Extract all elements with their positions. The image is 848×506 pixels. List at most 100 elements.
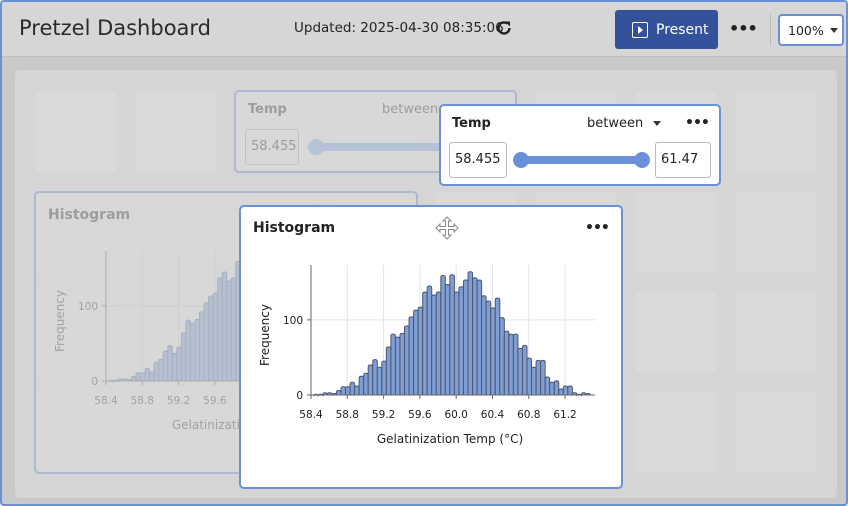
histogram-bar	[358, 375, 365, 395]
histogram-bar	[499, 317, 505, 395]
slider-min-handle[interactable]	[513, 152, 529, 168]
histogram-bar	[413, 309, 419, 395]
zoom-value: 100%	[788, 22, 824, 38]
present-button[interactable]: Present	[615, 10, 718, 49]
histogram-bar	[558, 388, 564, 395]
grid-tile	[736, 192, 816, 272]
histogram-bar	[458, 286, 464, 395]
histogram-bar	[158, 358, 164, 381]
y-axis-label: Frequency	[258, 304, 272, 366]
x-tick-label: 59.2	[167, 395, 190, 407]
page-title: Pretzel Dashboard	[19, 16, 212, 40]
histogram-bar	[144, 367, 151, 381]
slider-track[interactable]	[519, 156, 643, 164]
histogram-card[interactable]: Histogram ••• 58.4 58.8 59.2 59.6 60.0 60.4 60…	[239, 205, 623, 489]
histogram-bar	[549, 381, 555, 395]
histogram-bar	[544, 376, 551, 395]
histogram-bar	[372, 359, 378, 395]
histogram-bar	[435, 291, 442, 395]
histogram-bar	[185, 319, 191, 381]
x-tick-label: 59.6	[408, 409, 432, 421]
histogram-bar	[130, 375, 137, 381]
grid-tile	[36, 92, 116, 172]
histogram-bar	[153, 361, 160, 381]
filter-title: Temp	[452, 116, 491, 131]
histogram-bar	[385, 346, 392, 395]
histogram-bar	[394, 336, 401, 395]
zoom-select[interactable]: 100%	[778, 14, 844, 46]
histogram-bar	[503, 330, 510, 395]
y-tick-label: 0	[296, 390, 303, 402]
x-tick-label: 59.6	[203, 395, 227, 407]
histogram-bar	[208, 295, 214, 381]
histogram-title: Histogram	[253, 220, 336, 236]
histogram-bar	[180, 332, 187, 381]
histogram-bar	[349, 381, 356, 395]
x-tick-label: 61.2	[553, 409, 576, 421]
histogram-bar	[517, 347, 523, 395]
histogram-bar	[449, 274, 455, 395]
histogram-bar	[444, 284, 451, 395]
move-icon[interactable]	[434, 215, 460, 241]
histogram-bar	[199, 311, 205, 381]
more-horizontal-icon[interactable]: •••	[729, 19, 758, 38]
histogram-bar	[422, 291, 428, 395]
grid-tile	[636, 192, 716, 272]
histogram-bar	[167, 345, 173, 381]
histogram-bar	[521, 344, 528, 395]
histogram-bar	[376, 366, 383, 395]
histogram-bar	[472, 277, 478, 395]
more-horizontal-icon[interactable]: •••	[685, 115, 710, 131]
histogram-bar	[176, 346, 182, 381]
histogram-bar	[221, 271, 228, 381]
x-tick-label: 60.4	[481, 409, 505, 421]
operator-select[interactable]: between	[587, 116, 662, 131]
x-tick-label: 58.8	[131, 395, 154, 407]
histogram-bar	[381, 360, 387, 395]
filter-title: Temp	[248, 102, 287, 117]
filter-min-ghost: 58.455	[245, 129, 299, 165]
histogram-bar	[149, 371, 155, 381]
histogram-bar	[404, 325, 410, 395]
play-icon	[632, 21, 648, 38]
histogram-bar	[212, 292, 219, 381]
histogram-bar	[335, 389, 342, 395]
histogram-bar	[426, 285, 433, 395]
histogram-bar	[481, 295, 487, 395]
grid-tile	[636, 292, 716, 372]
histogram-bar	[408, 316, 415, 395]
more-horizontal-icon[interactable]: •••	[585, 220, 610, 236]
histogram-bar	[135, 372, 142, 381]
x-axis-label: Gelatinization Temp (°C)	[377, 432, 523, 446]
refresh-icon[interactable]	[494, 18, 514, 38]
histogram-bar	[345, 386, 351, 395]
histogram-bar	[490, 307, 496, 395]
y-axis-label: Frequency	[53, 290, 67, 352]
filter-min-input[interactable]: 58.455	[449, 142, 507, 178]
histogram-bar	[217, 277, 223, 381]
histogram-bar	[363, 372, 369, 395]
histogram-title: Histogram	[48, 207, 131, 223]
histogram-bar	[194, 318, 201, 381]
filter-max-input[interactable]: 61.47	[655, 142, 711, 178]
histogram-bar	[567, 385, 573, 395]
histogram-bar	[526, 357, 533, 395]
histogram-bar	[562, 385, 569, 395]
histogram-bar	[453, 291, 460, 395]
x-tick-label: 59.2	[372, 409, 395, 421]
histogram-bar	[494, 297, 501, 395]
slider-max-handle[interactable]	[634, 152, 650, 168]
x-tick-label: 58.8	[336, 409, 359, 421]
filter-card[interactable]: Temp between ••• 58.455 61.47	[439, 104, 721, 186]
histogram-bar	[417, 306, 424, 395]
chevron-down-icon	[829, 27, 838, 33]
grid-tile	[736, 92, 816, 172]
histogram-bar	[476, 279, 483, 395]
y-tick-label: 100	[78, 301, 98, 313]
y-tick-label: 100	[283, 315, 303, 327]
histogram-bar	[553, 380, 560, 395]
histogram-bar	[571, 392, 578, 395]
x-tick-label: 60.0	[444, 409, 467, 421]
histogram-bar	[189, 322, 196, 381]
